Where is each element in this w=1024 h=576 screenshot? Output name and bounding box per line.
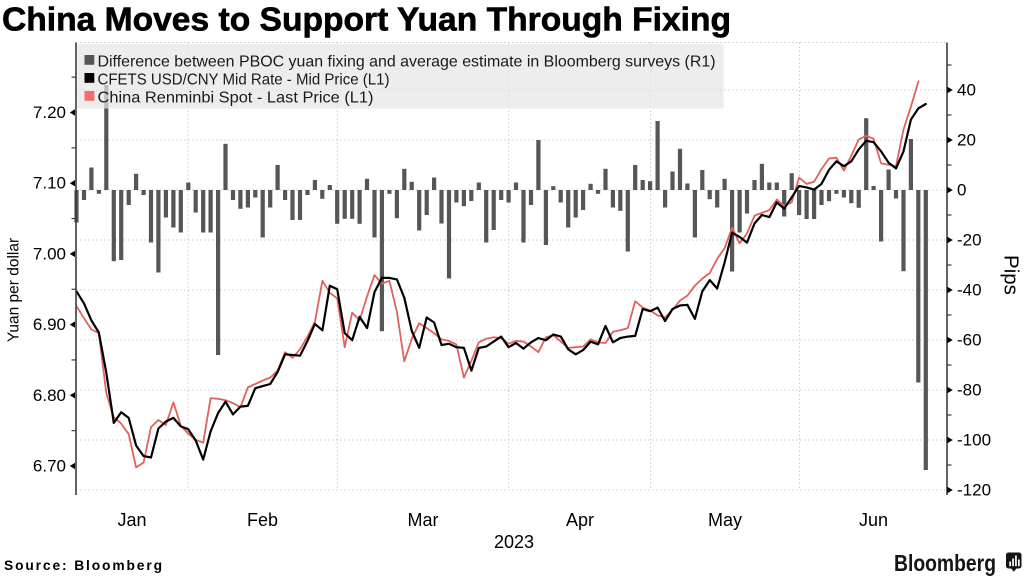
svg-text:2023: 2023 — [494, 532, 534, 552]
svg-text:Pips: Pips — [1000, 255, 1023, 295]
svg-text:Feb: Feb — [247, 510, 278, 530]
svg-text:6.90: 6.90 — [33, 315, 66, 334]
svg-text:Bloomberg: Bloomberg — [894, 550, 996, 576]
svg-text:Source: Bloomberg: Source: Bloomberg — [4, 558, 162, 573]
svg-text:7.20: 7.20 — [33, 103, 66, 122]
svg-text:-100: -100 — [957, 431, 991, 450]
svg-text:-80: -80 — [957, 381, 982, 400]
svg-text:40: 40 — [957, 81, 976, 100]
svg-text:China Moves to Support Yuan Th: China Moves to Support Yuan Through Fixi… — [2, 1, 731, 38]
svg-text:Apr: Apr — [566, 510, 594, 530]
svg-text:7.10: 7.10 — [33, 174, 66, 193]
svg-text:China Renminbi Spot - Last Pri: China Renminbi Spot - Last Price (L1) — [98, 90, 374, 107]
svg-text:Jan: Jan — [117, 510, 146, 530]
svg-text:0: 0 — [957, 181, 966, 200]
svg-text:Jun: Jun — [859, 510, 888, 530]
svg-text:-60: -60 — [957, 331, 982, 350]
svg-text:CFETS USD/CNY Mid Rate - Mid P: CFETS USD/CNY Mid Rate - Mid Price (L1) — [98, 72, 390, 89]
svg-text:20: 20 — [957, 131, 976, 150]
svg-text:6.80: 6.80 — [33, 386, 66, 405]
svg-text:May: May — [708, 510, 742, 530]
svg-text:-120: -120 — [957, 481, 991, 500]
svg-text:-40: -40 — [957, 281, 982, 300]
svg-text:Mar: Mar — [408, 510, 439, 530]
svg-text:7.00: 7.00 — [33, 244, 66, 263]
svg-text:Yuan per dollar: Yuan per dollar — [6, 238, 23, 342]
svg-text:Difference between PBOC yuan f: Difference between PBOC yuan fixing and … — [98, 54, 716, 71]
svg-text:-20: -20 — [957, 231, 982, 250]
svg-text:6.70: 6.70 — [33, 457, 66, 476]
